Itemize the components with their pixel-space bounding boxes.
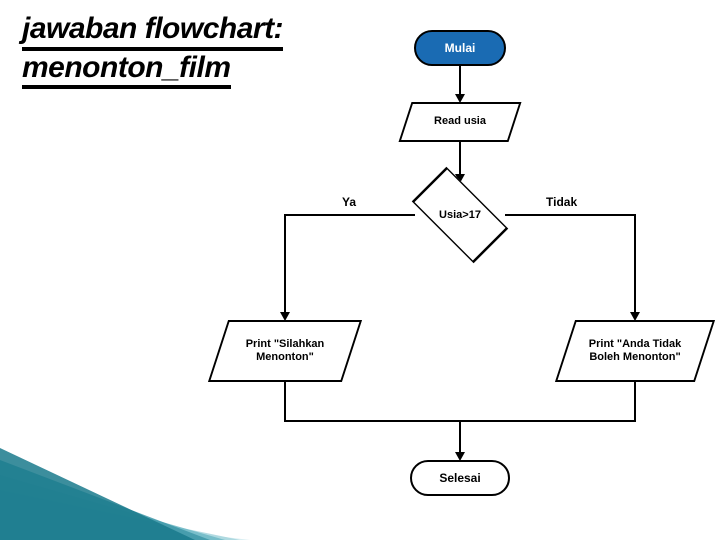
node-read-label: Read usia [405, 102, 515, 142]
decoration-stripes-icon [0, 420, 280, 540]
edge-label-tidak: Tidak [546, 195, 577, 209]
edge-yes-end-v [284, 382, 286, 422]
node-end: Selesai [410, 460, 510, 496]
node-decision: Usia>17 [425, 180, 495, 250]
edge-decision-ya-h [285, 214, 415, 216]
edge-decision-ya-v [284, 214, 286, 314]
node-print-yes-label: Print "Silahkan Menonton" [218, 320, 352, 382]
corner-decoration [0, 420, 280, 540]
edge-decision-tidak-v [634, 214, 636, 314]
edge-yes-end-h [284, 420, 460, 422]
edge-read-decision [459, 142, 461, 176]
edge-label-ya: Ya [342, 195, 356, 209]
node-end-label: Selesai [439, 471, 480, 485]
edge-start-read [459, 66, 461, 96]
node-start: Mulai [414, 30, 506, 66]
node-read: Read usia [405, 102, 515, 142]
node-print-no: Print "Anda Tidak Boleh Menonton" [565, 320, 705, 382]
node-print-yes: Print "Silahkan Menonton" [218, 320, 352, 382]
node-start-label: Mulai [445, 41, 476, 55]
edge-decision-tidak-h [505, 214, 635, 216]
node-decision-label: Usia>17 [425, 180, 495, 250]
edge-merge-end [459, 420, 461, 454]
edge-no-end-v [634, 382, 636, 422]
node-print-no-label: Print "Anda Tidak Boleh Menonton" [565, 320, 705, 382]
edge-no-end-h [460, 420, 636, 422]
